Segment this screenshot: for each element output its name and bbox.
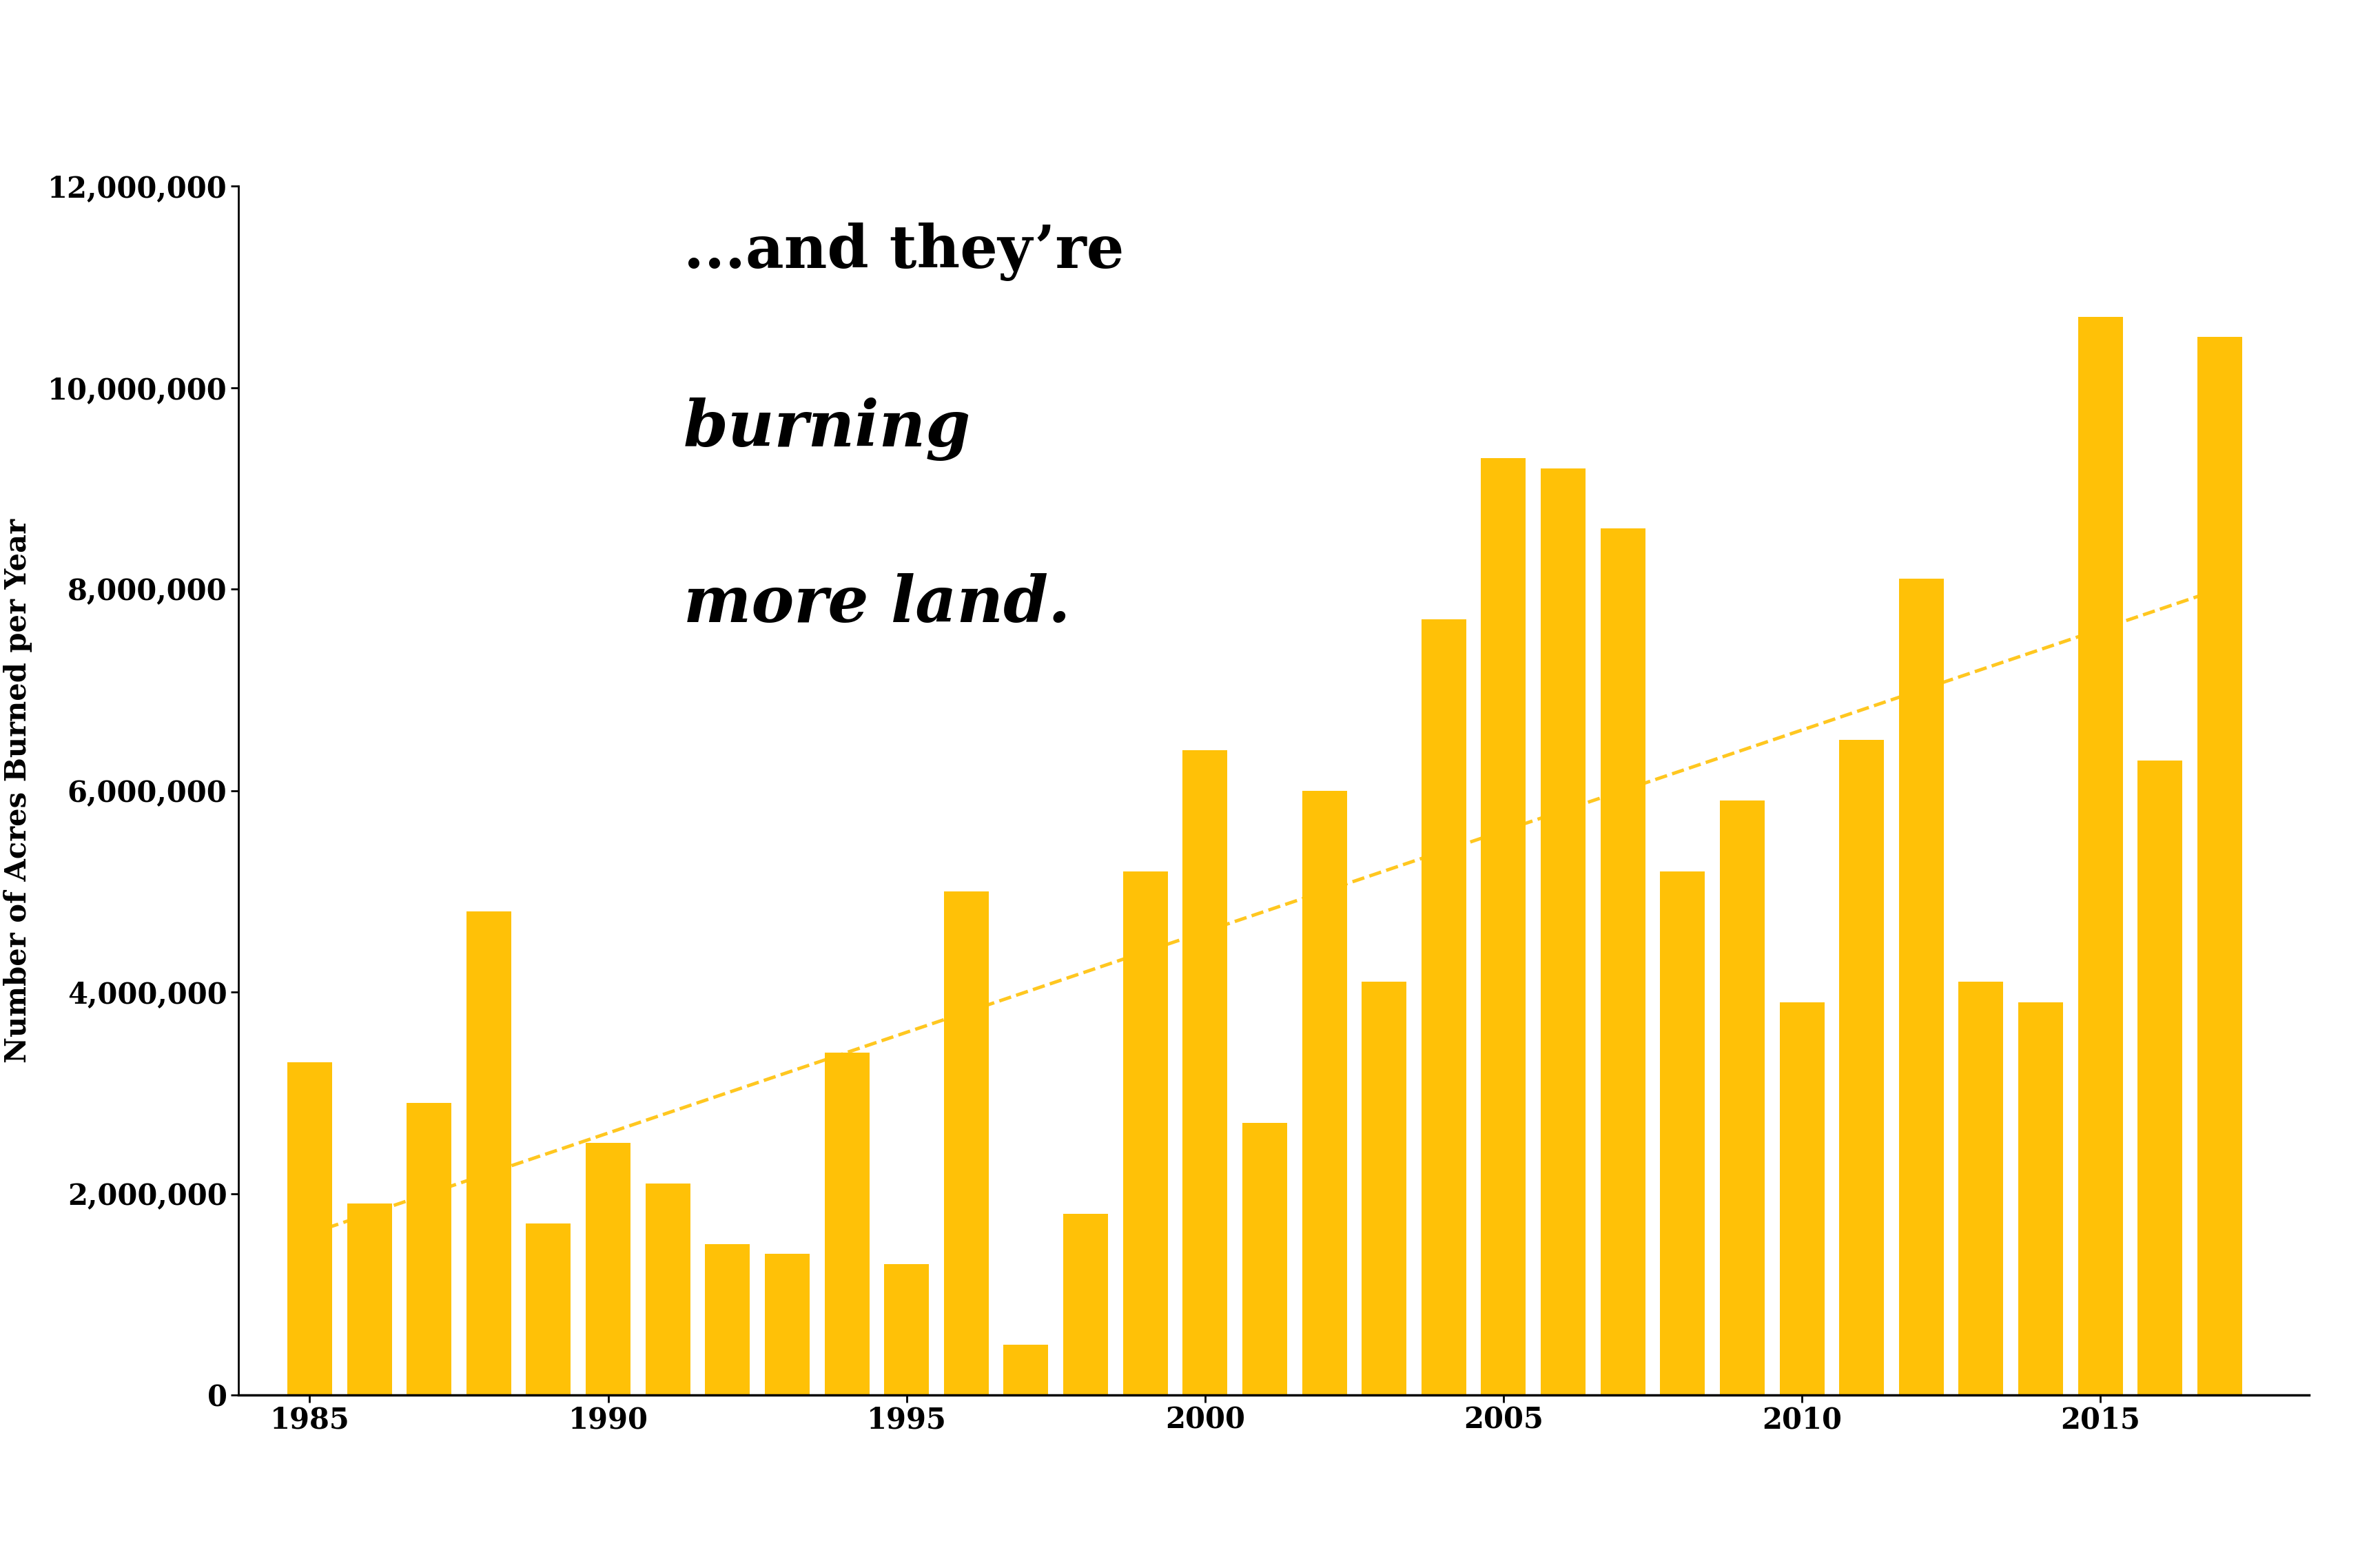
- Bar: [2197, 336, 2242, 1395]
- Text: more land.: more land.: [683, 574, 1071, 636]
- Bar: [1123, 871, 1166, 1395]
- Bar: [764, 1254, 809, 1395]
- Bar: [942, 891, 988, 1395]
- Bar: [1480, 459, 1526, 1395]
- Bar: [288, 1063, 331, 1395]
- Bar: [1421, 618, 1466, 1395]
- Bar: [2137, 760, 2182, 1395]
- Bar: [1778, 1001, 1823, 1395]
- Bar: [526, 1224, 571, 1395]
- Bar: [1899, 578, 1942, 1395]
- Bar: [2018, 1001, 2063, 1395]
- Bar: [2078, 318, 2123, 1395]
- Bar: [1183, 750, 1228, 1395]
- Bar: [704, 1243, 750, 1395]
- Bar: [1840, 739, 1883, 1395]
- Bar: [645, 1184, 690, 1395]
- Bar: [1659, 871, 1704, 1395]
- Bar: [883, 1265, 928, 1395]
- Y-axis label: Number of Acres Burned per Year: Number of Acres Burned per Year: [2, 518, 31, 1063]
- Bar: [466, 911, 512, 1395]
- Bar: [1718, 800, 1764, 1395]
- Text: ...and they’re: ...and they’re: [683, 222, 1123, 281]
- Bar: [585, 1144, 631, 1395]
- Bar: [1599, 529, 1645, 1395]
- Bar: [823, 1052, 869, 1395]
- Text: burning: burning: [683, 397, 971, 460]
- Bar: [1064, 1214, 1107, 1395]
- Bar: [1004, 1345, 1047, 1395]
- Bar: [1540, 468, 1585, 1395]
- Bar: [1361, 983, 1407, 1395]
- Bar: [1959, 983, 2004, 1395]
- Bar: [407, 1104, 452, 1395]
- Bar: [1242, 1122, 1288, 1395]
- Bar: [1302, 790, 1347, 1395]
- Bar: [347, 1203, 393, 1395]
